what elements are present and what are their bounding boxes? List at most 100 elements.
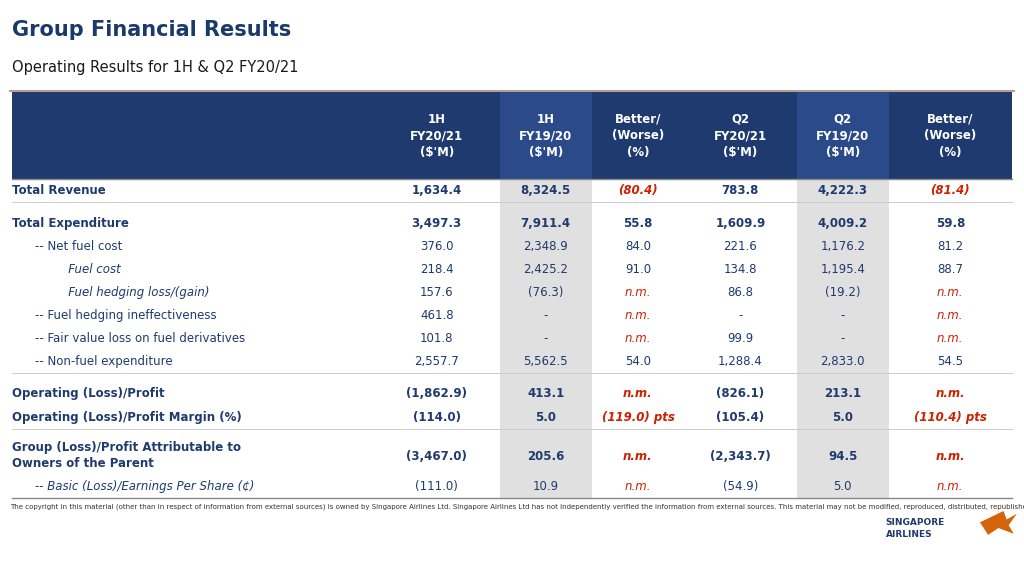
Text: Fuel cost: Fuel cost: [57, 263, 121, 276]
Text: -: -: [841, 309, 845, 322]
Text: (81.4): (81.4): [931, 184, 970, 197]
Text: 91.0: 91.0: [625, 263, 651, 276]
Text: n.m.: n.m.: [625, 309, 651, 322]
Text: 218.4: 218.4: [420, 263, 454, 276]
Text: 54.5: 54.5: [937, 355, 964, 368]
Text: 5.0: 5.0: [833, 411, 853, 423]
Text: 376.0: 376.0: [420, 240, 454, 253]
Bar: [797, 179, 889, 498]
Text: -- Fair value loss on fuel derivatives: -- Fair value loss on fuel derivatives: [35, 332, 245, 345]
Text: 783.8: 783.8: [722, 184, 759, 197]
Text: 4,222.3: 4,222.3: [818, 184, 867, 197]
Text: 55.8: 55.8: [624, 217, 652, 230]
Text: (54.9): (54.9): [723, 480, 758, 493]
Text: SINGAPORE
AIRLINES: SINGAPORE AIRLINES: [886, 518, 945, 539]
Text: 99.9: 99.9: [727, 332, 754, 345]
Text: (80.4): (80.4): [618, 184, 657, 197]
Bar: [797, 92, 889, 179]
Text: -: -: [544, 332, 548, 345]
Text: (114.0): (114.0): [413, 411, 461, 423]
Text: Q2
FY19/20
($'M): Q2 FY19/20 ($'M): [816, 113, 869, 159]
Text: n.m.: n.m.: [624, 387, 652, 401]
Text: Fuel hedging loss/(gain): Fuel hedging loss/(gain): [57, 286, 210, 299]
Text: 86.8: 86.8: [727, 286, 754, 299]
Text: n.m.: n.m.: [937, 480, 964, 493]
Text: 205.6: 205.6: [527, 450, 564, 463]
Text: Operating (Loss)/Profit Margin (%): Operating (Loss)/Profit Margin (%): [12, 411, 242, 423]
Text: -- Basic (Loss)/Earnings Per Share (¢): -- Basic (Loss)/Earnings Per Share (¢): [35, 480, 254, 493]
Text: n.m.: n.m.: [936, 450, 965, 463]
Bar: [500, 179, 592, 498]
Polygon shape: [980, 511, 1017, 535]
Text: 59.8: 59.8: [936, 217, 965, 230]
Text: (19.2): (19.2): [825, 286, 860, 299]
Text: -: -: [738, 309, 742, 322]
Text: (76.3): (76.3): [528, 286, 563, 299]
Text: n.m.: n.m.: [937, 332, 964, 345]
Text: Group Financial Results: Group Financial Results: [12, 20, 292, 40]
Bar: [12, 92, 1012, 179]
Text: -: -: [544, 309, 548, 322]
Text: (119.0) pts: (119.0) pts: [601, 411, 675, 423]
Text: n.m.: n.m.: [625, 332, 651, 345]
Text: 221.6: 221.6: [724, 240, 757, 253]
Text: The copyright in this material (other than in respect of information from extern: The copyright in this material (other th…: [10, 504, 1024, 510]
Text: n.m.: n.m.: [624, 450, 652, 463]
Text: 3,497.3: 3,497.3: [412, 217, 462, 230]
Text: n.m.: n.m.: [936, 387, 965, 401]
Text: -- Non-fuel expenditure: -- Non-fuel expenditure: [35, 355, 172, 368]
Text: n.m.: n.m.: [625, 286, 651, 299]
Text: (2,343.7): (2,343.7): [710, 450, 771, 463]
Text: 1,634.4: 1,634.4: [412, 184, 462, 197]
Text: (110.4) pts: (110.4) pts: [913, 411, 987, 423]
Text: 157.6: 157.6: [420, 286, 454, 299]
Text: 5.0: 5.0: [834, 480, 852, 493]
Text: 2,557.7: 2,557.7: [415, 355, 459, 368]
Text: 88.7: 88.7: [937, 263, 964, 276]
Bar: [500, 92, 592, 179]
Text: 101.8: 101.8: [420, 332, 454, 345]
Text: Total Revenue: Total Revenue: [12, 184, 106, 197]
Text: 84.0: 84.0: [625, 240, 651, 253]
Text: 8,324.5: 8,324.5: [520, 184, 571, 197]
Text: n.m.: n.m.: [937, 286, 964, 299]
Text: Operating (Loss)/Profit: Operating (Loss)/Profit: [12, 387, 165, 401]
Text: 10.9: 10.9: [532, 480, 559, 493]
Text: (111.0): (111.0): [416, 480, 458, 493]
Text: -- Fuel hedging ineffectiveness: -- Fuel hedging ineffectiveness: [35, 309, 216, 322]
Text: 54.0: 54.0: [625, 355, 651, 368]
Text: n.m.: n.m.: [625, 480, 651, 493]
Text: (3,467.0): (3,467.0): [407, 450, 467, 463]
Text: -- Net fuel cost: -- Net fuel cost: [35, 240, 122, 253]
Text: Operating Results for 1H & Q2 FY20/21: Operating Results for 1H & Q2 FY20/21: [12, 60, 299, 75]
Text: (105.4): (105.4): [717, 411, 764, 423]
Text: Total Expenditure: Total Expenditure: [12, 217, 129, 230]
Text: 81.2: 81.2: [937, 240, 964, 253]
Text: 1,609.9: 1,609.9: [715, 217, 766, 230]
Text: n.m.: n.m.: [937, 309, 964, 322]
Text: (826.1): (826.1): [717, 387, 764, 401]
Text: 1,195.4: 1,195.4: [820, 263, 865, 276]
Text: Better/
(Worse)
(%): Better/ (Worse) (%): [611, 113, 665, 159]
Text: 2,348.9: 2,348.9: [523, 240, 568, 253]
Text: 7,911.4: 7,911.4: [521, 217, 570, 230]
Text: 5.0: 5.0: [536, 411, 556, 423]
Text: -: -: [841, 332, 845, 345]
Text: 2,425.2: 2,425.2: [523, 263, 568, 276]
Text: 2,833.0: 2,833.0: [820, 355, 865, 368]
Text: 413.1: 413.1: [527, 387, 564, 401]
Text: (1,862.9): (1,862.9): [407, 387, 467, 401]
Text: 1,176.2: 1,176.2: [820, 240, 865, 253]
Text: 1H
FY20/21
($'M): 1H FY20/21 ($'M): [411, 113, 463, 159]
Text: Group (Loss)/Profit Attributable to
Owners of the Parent: Group (Loss)/Profit Attributable to Owne…: [12, 440, 242, 469]
Text: 1,288.4: 1,288.4: [718, 355, 763, 368]
Text: 1H
FY19/20
($'M): 1H FY19/20 ($'M): [519, 113, 572, 159]
Text: 94.5: 94.5: [828, 450, 857, 463]
Text: 5,562.5: 5,562.5: [523, 355, 568, 368]
Text: Q2
FY20/21
($'M): Q2 FY20/21 ($'M): [714, 113, 767, 159]
Text: 134.8: 134.8: [724, 263, 757, 276]
Text: 4,009.2: 4,009.2: [818, 217, 867, 230]
Text: 213.1: 213.1: [824, 387, 861, 401]
Text: 461.8: 461.8: [420, 309, 454, 322]
Text: Better/
(Worse)
(%): Better/ (Worse) (%): [924, 113, 977, 159]
